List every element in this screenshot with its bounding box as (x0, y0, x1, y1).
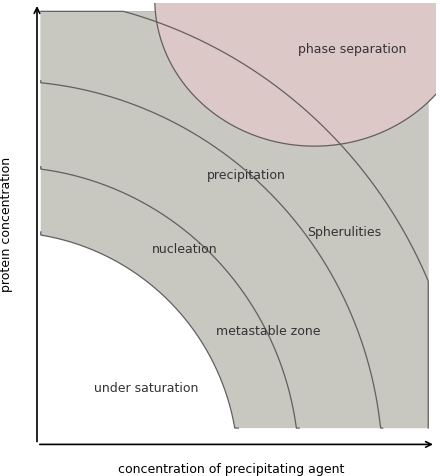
Polygon shape (41, 12, 428, 428)
Polygon shape (41, 12, 428, 428)
Polygon shape (41, 12, 428, 428)
Text: nucleation: nucleation (152, 242, 218, 255)
Text: metastable zone: metastable zone (216, 324, 321, 337)
Text: Spherulities: Spherulities (308, 226, 382, 239)
Text: protein concentration: protein concentration (0, 157, 13, 292)
Text: phase separation: phase separation (298, 42, 407, 56)
Text: concentration of precipitating agent: concentration of precipitating agent (117, 463, 344, 476)
Text: under saturation: under saturation (94, 381, 198, 394)
Polygon shape (155, 0, 440, 147)
Polygon shape (41, 12, 428, 428)
Text: precipitation: precipitation (206, 169, 286, 182)
